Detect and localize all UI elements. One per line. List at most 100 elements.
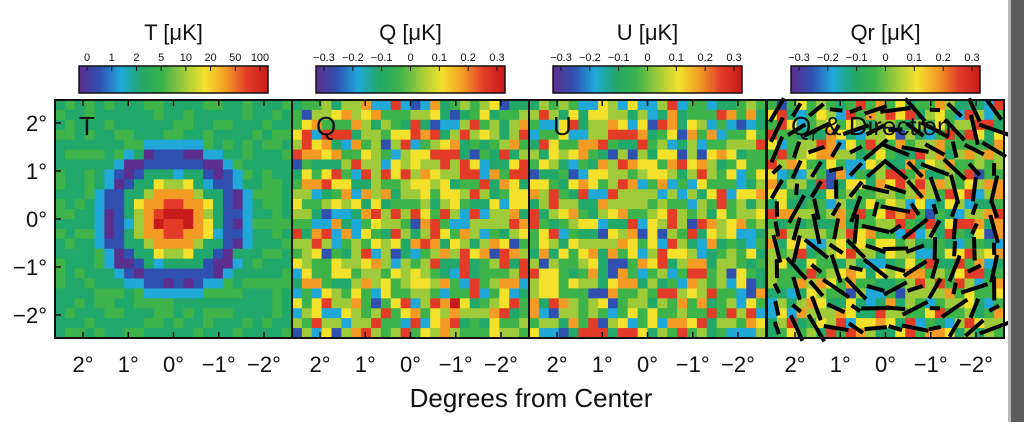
heatmap-cell (490, 160, 500, 171)
heatmap-cell (549, 150, 559, 161)
heatmap-cell (243, 120, 253, 131)
heatmap-cell (509, 110, 519, 121)
heatmap-cell (974, 308, 984, 319)
heatmap-cell (302, 209, 312, 220)
heatmap-cell (746, 259, 756, 270)
heatmap-cell (341, 269, 351, 280)
heatmap-cell (144, 179, 154, 190)
heatmap-cell (183, 229, 193, 240)
heatmap-cell (174, 130, 184, 141)
heatmap-cell (124, 318, 134, 329)
heatmap-cell (598, 160, 608, 171)
heatmap-cell (736, 120, 746, 131)
colorbar-tick-label: 50 (229, 52, 241, 64)
heatmap-cell (677, 279, 687, 290)
heatmap-cell (292, 288, 302, 299)
heatmap-cell (203, 229, 213, 240)
heatmap-cell (430, 140, 440, 151)
heatmap-cell (302, 249, 312, 260)
heatmap-cell (420, 219, 430, 230)
heatmap-cell (183, 189, 193, 200)
heatmap-cell (588, 179, 598, 190)
heatmap-cell (687, 179, 697, 190)
heatmap-cell (253, 140, 263, 151)
heatmap-cell (697, 259, 707, 270)
heatmap-cell (915, 288, 925, 299)
heatmap-cell (559, 279, 569, 290)
heatmap-cell (727, 130, 737, 141)
heatmap-cell (213, 209, 223, 220)
heatmap-cell (272, 308, 282, 319)
heatmap-cell (292, 150, 302, 161)
heatmap-cell (361, 169, 371, 180)
heatmap-cell (292, 179, 302, 190)
heatmap-cell (470, 140, 480, 151)
heatmap-cell (55, 120, 65, 131)
heatmap-cell (55, 199, 65, 210)
heatmap-cell (608, 150, 618, 161)
window-edge (1008, 0, 1024, 422)
heatmap-cell (381, 150, 391, 161)
heatmap-cell (480, 308, 490, 319)
heatmap-cell (213, 150, 223, 161)
heatmap-cell (687, 160, 697, 171)
heatmap-cell (292, 269, 302, 280)
heatmap-cell (578, 298, 588, 309)
heatmap-cell (608, 140, 618, 151)
heatmap-cell (144, 160, 154, 171)
heatmap-cell (253, 110, 263, 121)
heatmap-cell (183, 179, 193, 190)
heatmap-cell (322, 219, 332, 230)
heatmap-cell (549, 179, 559, 190)
heatmap-cell (381, 209, 391, 220)
heatmap-cell (183, 100, 193, 111)
heatmap-cell (430, 288, 440, 299)
heatmap-cell (104, 150, 114, 161)
heatmap-cell (114, 279, 124, 290)
heatmap-cell (628, 130, 638, 141)
heatmap-cell (727, 189, 737, 200)
heatmap-cell (687, 189, 697, 200)
heatmap-cell (312, 269, 322, 280)
heatmap-cell (697, 249, 707, 260)
heatmap-cell (104, 140, 114, 151)
heatmap-cell (401, 209, 411, 220)
heatmap-cell (490, 150, 500, 161)
heatmap-cell (746, 219, 756, 230)
heatmap-cell (736, 150, 746, 161)
heatmap-cell (499, 249, 509, 260)
heatmap-cell (569, 308, 579, 319)
heatmap-cell (322, 288, 332, 299)
heatmap-cell (322, 259, 332, 270)
heatmap-cell (104, 169, 114, 180)
heatmap-cell (608, 269, 618, 280)
heatmap-cell (578, 279, 588, 290)
heatmap-cell (578, 150, 588, 161)
heatmap-cell (727, 279, 737, 290)
heatmap-cell (836, 209, 846, 220)
heatmap-cell (638, 259, 648, 270)
heatmap-cell (470, 308, 480, 319)
heatmap-cell (420, 229, 430, 240)
heatmap-cell (667, 100, 677, 111)
heatmap-cell (124, 169, 134, 180)
colorbar-tick-label: −0.1 (846, 52, 868, 64)
heatmap-cell (598, 318, 608, 329)
heatmap-cell (253, 249, 263, 260)
heatmap-cell (648, 249, 658, 260)
heatmap-cell (460, 130, 470, 141)
heatmap-cell (411, 140, 421, 151)
heatmap-cell (509, 229, 519, 240)
heatmap-cell (450, 140, 460, 151)
heatmap-cell (312, 259, 322, 270)
heatmap-cell (539, 279, 549, 290)
heatmap-cell (499, 130, 509, 141)
heatmap-cell (440, 279, 450, 290)
heatmap-cell (95, 209, 105, 220)
heatmap-cell (955, 269, 965, 280)
direction-dash (776, 222, 779, 237)
heatmap-cell (332, 269, 342, 280)
heatmap-cell (480, 130, 490, 141)
heatmap-cell (697, 279, 707, 290)
heatmap-cell (243, 288, 253, 299)
